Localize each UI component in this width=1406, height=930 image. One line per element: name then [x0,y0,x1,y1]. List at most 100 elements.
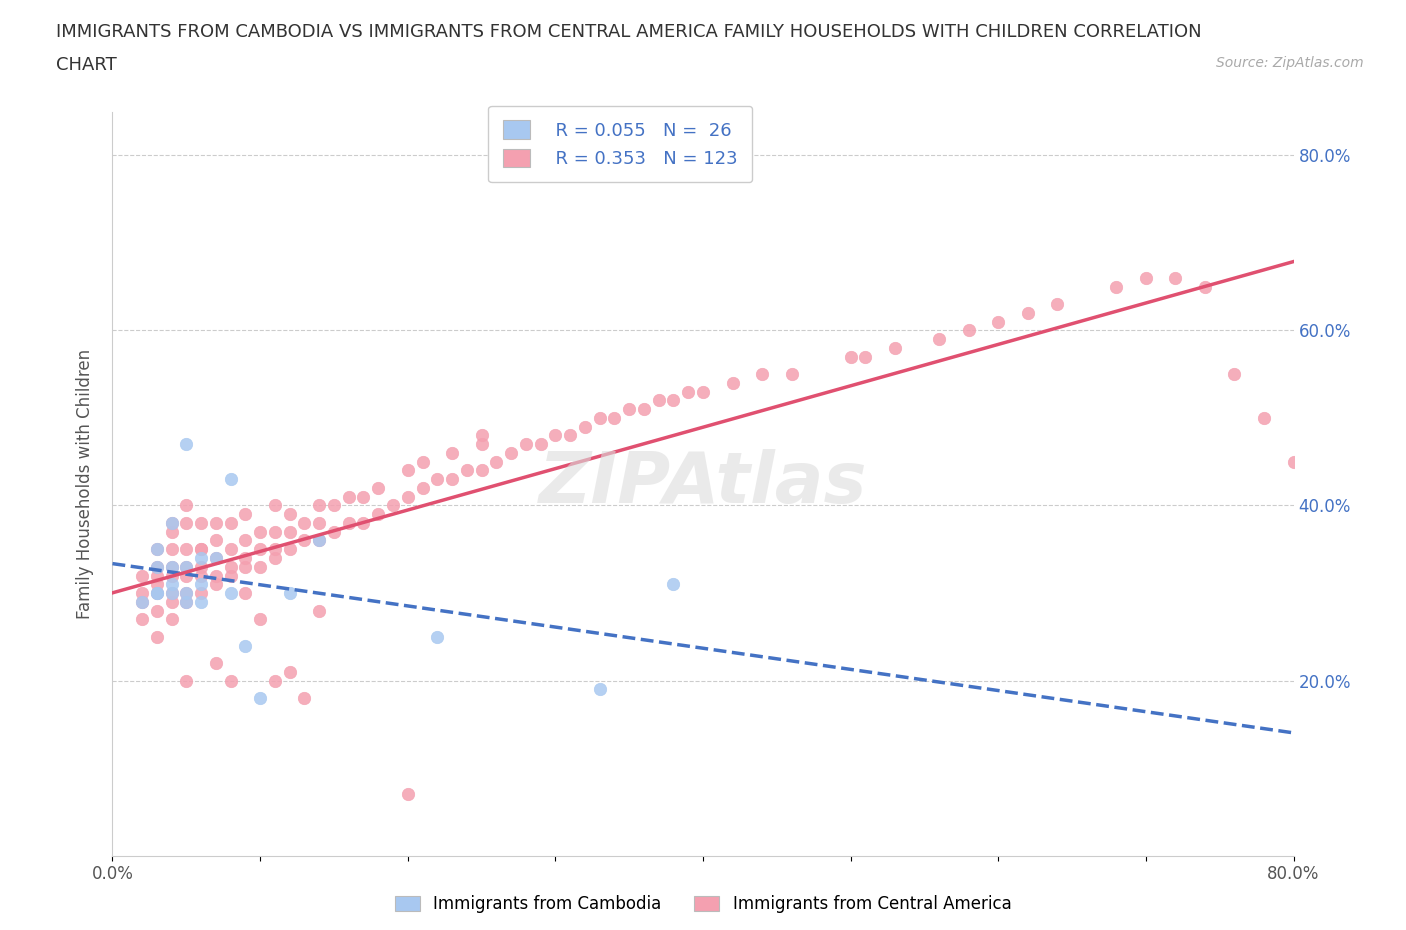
Point [233,551,256,565]
Point [278,525,301,539]
Point [264,673,287,688]
Point [352,515,374,530]
Point [233,559,256,574]
Text: ZIPAtlas: ZIPAtlas [538,449,868,518]
Point [662,577,685,591]
Point [146,586,169,601]
Point [190,551,212,565]
Point [190,542,212,557]
Point [190,586,212,601]
Point [751,366,773,381]
Point [780,366,803,381]
Point [205,533,228,548]
Point [574,419,596,434]
Point [501,445,523,460]
Point [174,559,197,574]
Text: IMMIGRANTS FROM CAMBODIA VS IMMIGRANTS FROM CENTRAL AMERICA FAMILY HOUSEHOLDS WI: IMMIGRANTS FROM CAMBODIA VS IMMIGRANTS F… [56,23,1202,41]
Point [160,525,183,539]
Point [249,559,271,574]
Point [619,402,641,417]
Point [603,410,626,425]
Point [146,630,169,644]
Point [278,664,301,679]
Point [1223,366,1246,381]
Point [174,594,197,609]
Point [411,481,433,496]
Point [131,586,153,601]
Point [544,428,567,443]
Point [987,314,1010,329]
Point [308,603,330,618]
Point [233,586,256,601]
Point [588,410,610,425]
Point [160,568,183,583]
Point [839,350,862,365]
Point [146,542,169,557]
Point [174,586,197,601]
Point [174,498,197,513]
Point [190,559,212,574]
Point [219,673,242,688]
Point [205,515,228,530]
Point [205,577,228,591]
Point [1105,279,1128,294]
Point [337,489,360,504]
Point [292,691,315,706]
Point [662,393,685,408]
Point [146,559,169,574]
Point [174,542,197,557]
Point [721,376,744,391]
Point [264,551,287,565]
Point [1046,297,1069,312]
Point [396,787,419,802]
Point [264,542,287,557]
Point [233,638,256,653]
Point [219,515,242,530]
Point [426,472,449,486]
Point [233,533,256,548]
Point [190,594,212,609]
Point [633,402,655,417]
Point [396,463,419,478]
Point [292,533,315,548]
Point [174,437,197,452]
Point [131,568,153,583]
Legend:   R = 0.055   N =  26,   R = 0.353   N = 123: R = 0.055 N = 26, R = 0.353 N = 123 [488,106,752,182]
Point [396,489,419,504]
Point [1282,454,1305,469]
Point [249,612,271,627]
Point [146,603,169,618]
Point [515,437,537,452]
Point [692,384,714,399]
Point [219,472,242,486]
Point [146,577,169,591]
Point [278,586,301,601]
Point [190,577,212,591]
Point [470,437,494,452]
Y-axis label: Family Households with Children: Family Households with Children [76,349,94,618]
Point [1135,271,1157,286]
Point [367,481,389,496]
Point [174,559,197,574]
Point [292,515,315,530]
Point [647,393,671,408]
Point [884,340,907,355]
Point [1194,279,1216,294]
Point [1253,410,1275,425]
Point [205,551,228,565]
Point [529,437,551,452]
Point [441,472,464,486]
Point [588,682,610,697]
Point [470,428,494,443]
Point [249,542,271,557]
Point [205,656,228,671]
Point [308,515,330,530]
Point [249,525,271,539]
Point [219,568,242,583]
Point [233,507,256,522]
Point [174,594,197,609]
Point [308,533,330,548]
Point [131,612,153,627]
Point [160,577,183,591]
Point [470,463,494,478]
